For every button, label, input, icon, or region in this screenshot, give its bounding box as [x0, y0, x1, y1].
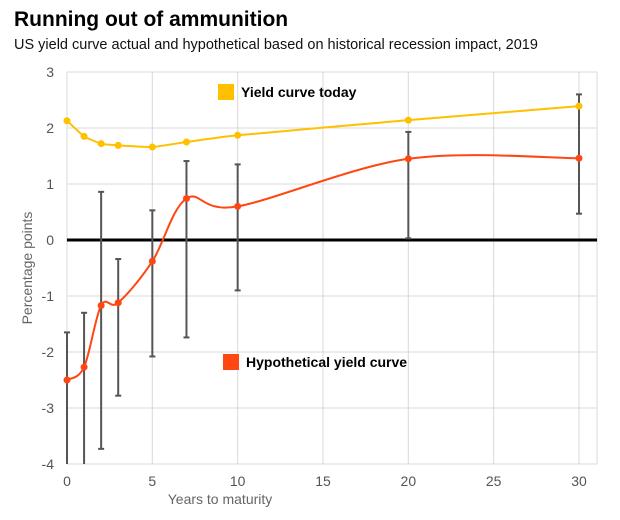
data-point	[97, 140, 105, 148]
y-tick-label: -2	[42, 344, 55, 360]
data-point	[404, 116, 412, 124]
data-point	[234, 131, 242, 139]
data-point	[80, 363, 88, 371]
y-tick-label: 1	[46, 176, 54, 192]
y-tick-label: -3	[42, 400, 55, 416]
x-tick-label: 20	[401, 473, 417, 489]
x-tick-label: 0	[63, 473, 71, 489]
y-axis-label: Percentage points	[19, 212, 35, 325]
data-point	[114, 299, 122, 307]
data-point	[63, 376, 71, 384]
x-tick-label: 5	[148, 473, 156, 489]
data-point	[97, 302, 105, 310]
data-point	[575, 102, 583, 110]
x-tick-label: 30	[571, 473, 587, 489]
data-point	[148, 257, 156, 265]
data-point	[404, 155, 412, 163]
data-point	[114, 141, 122, 149]
data-point	[182, 195, 190, 203]
y-tick-label: -1	[42, 288, 55, 304]
x-tick-label: 10	[230, 473, 246, 489]
x-tick-label: 15	[315, 473, 331, 489]
chart-title: Running out of ammunition	[14, 8, 289, 31]
chart-subtitle: US yield curve actual and hypothetical b…	[14, 37, 538, 53]
data-point	[63, 117, 71, 125]
legend-label: Hypothetical yield curve	[246, 354, 407, 370]
legend-label: Yield curve today	[241, 84, 357, 100]
legend-swatch	[218, 84, 234, 100]
x-tick-label: 25	[486, 473, 502, 489]
y-tick-label: 2	[46, 120, 54, 136]
y-tick-label: 0	[46, 232, 54, 248]
data-point	[148, 143, 156, 151]
y-tick-label: 3	[46, 64, 54, 80]
y-tick-label: -4	[42, 456, 55, 472]
legend-swatch	[223, 354, 239, 370]
data-point	[234, 202, 242, 210]
data-point	[575, 154, 583, 162]
data-point	[182, 138, 190, 146]
x-axis-label: Years to maturity	[168, 491, 273, 507]
data-point	[80, 132, 88, 140]
